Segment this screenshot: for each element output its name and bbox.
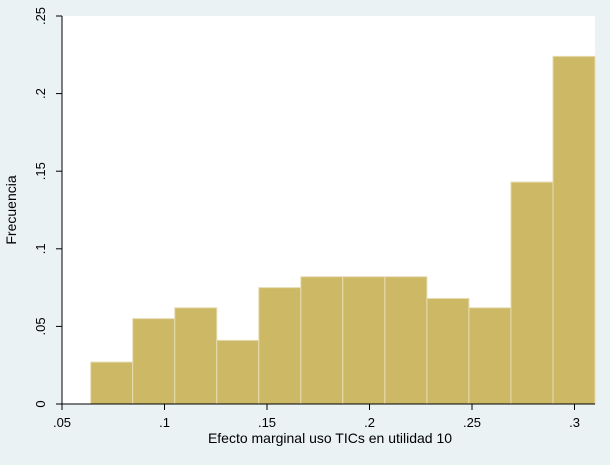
y-tick-label-4: .2 (33, 88, 48, 99)
histogram-bar-3 (174, 307, 218, 405)
histogram-bar-2 (132, 318, 176, 405)
axes (61, 16, 595, 405)
histogram-bars (90, 55, 596, 405)
histogram-bar-11 (510, 181, 554, 405)
x-tick-label-2: .15 (258, 415, 276, 430)
histogram-bar-6 (300, 276, 344, 405)
x-axis-ticks: .05 .1 .15 .2 .25 .3 (53, 404, 580, 430)
y-tick-label-3: .15 (33, 162, 48, 180)
histogram-bar-12 (552, 55, 596, 405)
x-axis-title: Efecto marginal uso TICs en utilidad 10 (208, 430, 452, 446)
x-tick-label-1: .1 (159, 415, 170, 430)
histogram-bar-10 (468, 307, 512, 405)
x-tick-label-0: .05 (53, 415, 71, 430)
x-tick-label-3: .2 (364, 415, 375, 430)
y-tick-label-1: .05 (33, 317, 48, 335)
y-axis-ticks: 0 .05 .1 .15 .2 .25 (33, 7, 62, 408)
histogram-bar-7 (342, 276, 386, 405)
histogram-bar-9 (426, 297, 470, 405)
y-tick-label-2: .1 (33, 243, 48, 254)
x-tick-label-4: .25 (463, 415, 481, 430)
histogram-bar-8 (384, 276, 428, 405)
x-tick-label-5: .3 (569, 415, 580, 430)
histogram-bar-1 (90, 361, 134, 405)
histogram-bar-5 (258, 287, 302, 405)
y-tick-label-5: .25 (33, 7, 48, 25)
y-axis-title: Frecuencia (3, 175, 19, 244)
histogram-bar-4 (216, 339, 260, 405)
y-tick-label-0: 0 (33, 400, 48, 407)
